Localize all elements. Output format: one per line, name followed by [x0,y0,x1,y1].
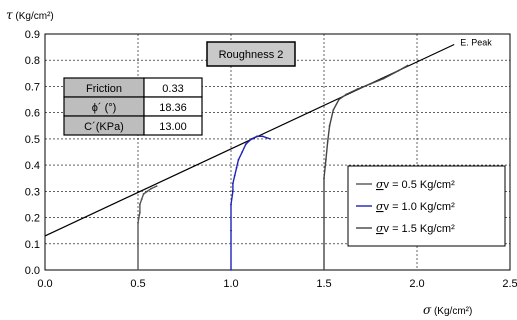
y-tick-label: 0.7 [25,81,40,93]
legend-label-text: v = 1.0 Kg/cm² [384,201,456,213]
series-point-3 [369,82,372,85]
param-value: 0.33 [162,83,183,95]
series-point-3 [323,177,325,180]
x-axis-label: σ (Kg/cm²) [423,303,472,317]
series-point-3 [323,269,325,271]
series-point-2 [237,158,240,161]
series-point-3 [345,93,348,96]
x-tick-label: 0.0 [37,278,52,290]
x-tick-label: 2.5 [502,278,517,290]
series-point-1 [150,187,152,190]
param-value: 18.36 [159,102,187,114]
legend-sigma-symbol: σ [376,222,384,235]
series-point-1 [137,242,139,245]
param-label: C´(KPa) [84,121,124,133]
y-tick-label: 0.1 [25,239,40,251]
series-point-1 [155,185,158,187]
x-tick-label: 1.5 [316,278,331,290]
envelope-label: E. Peak [460,37,492,47]
series-point-3 [326,140,329,143]
series-point-1 [138,203,141,206]
roughness-annotation: Roughness 2 [206,41,296,67]
y-axis-label: τ (Kg/cm²) [6,8,54,22]
y-axis-unit: (Kg/cm²) [13,11,54,22]
y-tick-label: 0.6 [25,108,40,120]
series-point-2 [269,137,271,140]
series-line-1 [137,185,157,270]
series-point-3 [323,216,325,219]
y-tick-label: 0.9 [25,29,40,41]
series-point-3 [397,69,400,72]
series-point-3 [382,77,385,80]
series-point-2 [233,174,236,177]
x-axis-unit: (Kg/cm²) [431,306,472,317]
series-point-2 [235,166,238,169]
x-tick-label: 1.0 [223,278,238,290]
series-point-2 [230,229,232,232]
legend-sigma-symbol: σ [376,178,384,191]
series-point-1 [142,193,145,195]
y-tick-labels: 0.0 0.1 0.2 0.3 0.4 0.5 0.6 0.7 0.8 0.9 [25,29,40,277]
legend-sigma-symbol: σ [376,200,384,213]
series-point-2 [241,151,244,153]
series-point-3 [337,98,340,101]
series-point-2 [231,182,234,185]
series-group [137,64,409,271]
series-point-3 [406,64,409,67]
series-point-2 [261,135,264,138]
series-point-3 [324,158,327,161]
x-tick-labels: 0.0 0.5 1.0 1.5 2.0 2.5 [37,278,517,290]
series-point-2 [256,135,258,138]
param-value-cell [143,115,203,136]
parameters-table: Friction 0.33 ϕ´ (°) 18.36 C´(KPa) 13.00 [63,77,203,136]
param-label: Friction [86,83,122,95]
series-point-1 [137,221,139,224]
series-point-3 [356,88,359,90]
y-tick-label: 0.8 [25,55,40,67]
legend-entry-3: σv = 1.5 Kg/cm² [376,222,455,235]
series-point-2 [244,143,247,146]
series-point-1 [146,190,149,193]
series-point-3 [332,109,335,111]
y-axis-symbol: τ [6,8,13,22]
y-tick-label: 0.4 [25,160,40,172]
series-point-2 [231,190,234,193]
series-point-3 [328,124,331,127]
series-line-3 [323,64,409,270]
x-tick-label: 0.5 [130,278,145,290]
roughness-label: Roughness 2 [219,49,284,61]
legend-box [347,165,506,247]
series-point-2 [230,203,232,206]
param-value: 13.00 [159,121,187,133]
x-tick-label: 2.0 [409,278,424,290]
param-label: ϕ´ (°) [92,102,117,114]
series-point-2 [230,269,232,271]
legend-label-text: v = 0.5 Kg/cm² [384,179,456,191]
y-tick-label: 0.2 [25,213,40,225]
series-point-1 [137,269,139,271]
roughness-box [206,41,296,67]
series-point-2 [250,137,253,140]
legend-entry-1: σv = 0.5 Kg/cm² [376,178,455,191]
series-point-1 [138,211,141,214]
y-tick-label: 0.5 [25,134,40,146]
y-tick-label: 0.0 [25,265,40,277]
y-tick-label: 0.3 [25,186,40,198]
series-line-2 [230,135,271,270]
series-point-1 [140,198,143,201]
x-axis-symbol: σ [423,303,432,317]
legend-label-text: v = 1.5 Kg/cm² [384,223,456,235]
legend-entry-2: σv = 1.0 Kg/cm² [376,200,455,213]
